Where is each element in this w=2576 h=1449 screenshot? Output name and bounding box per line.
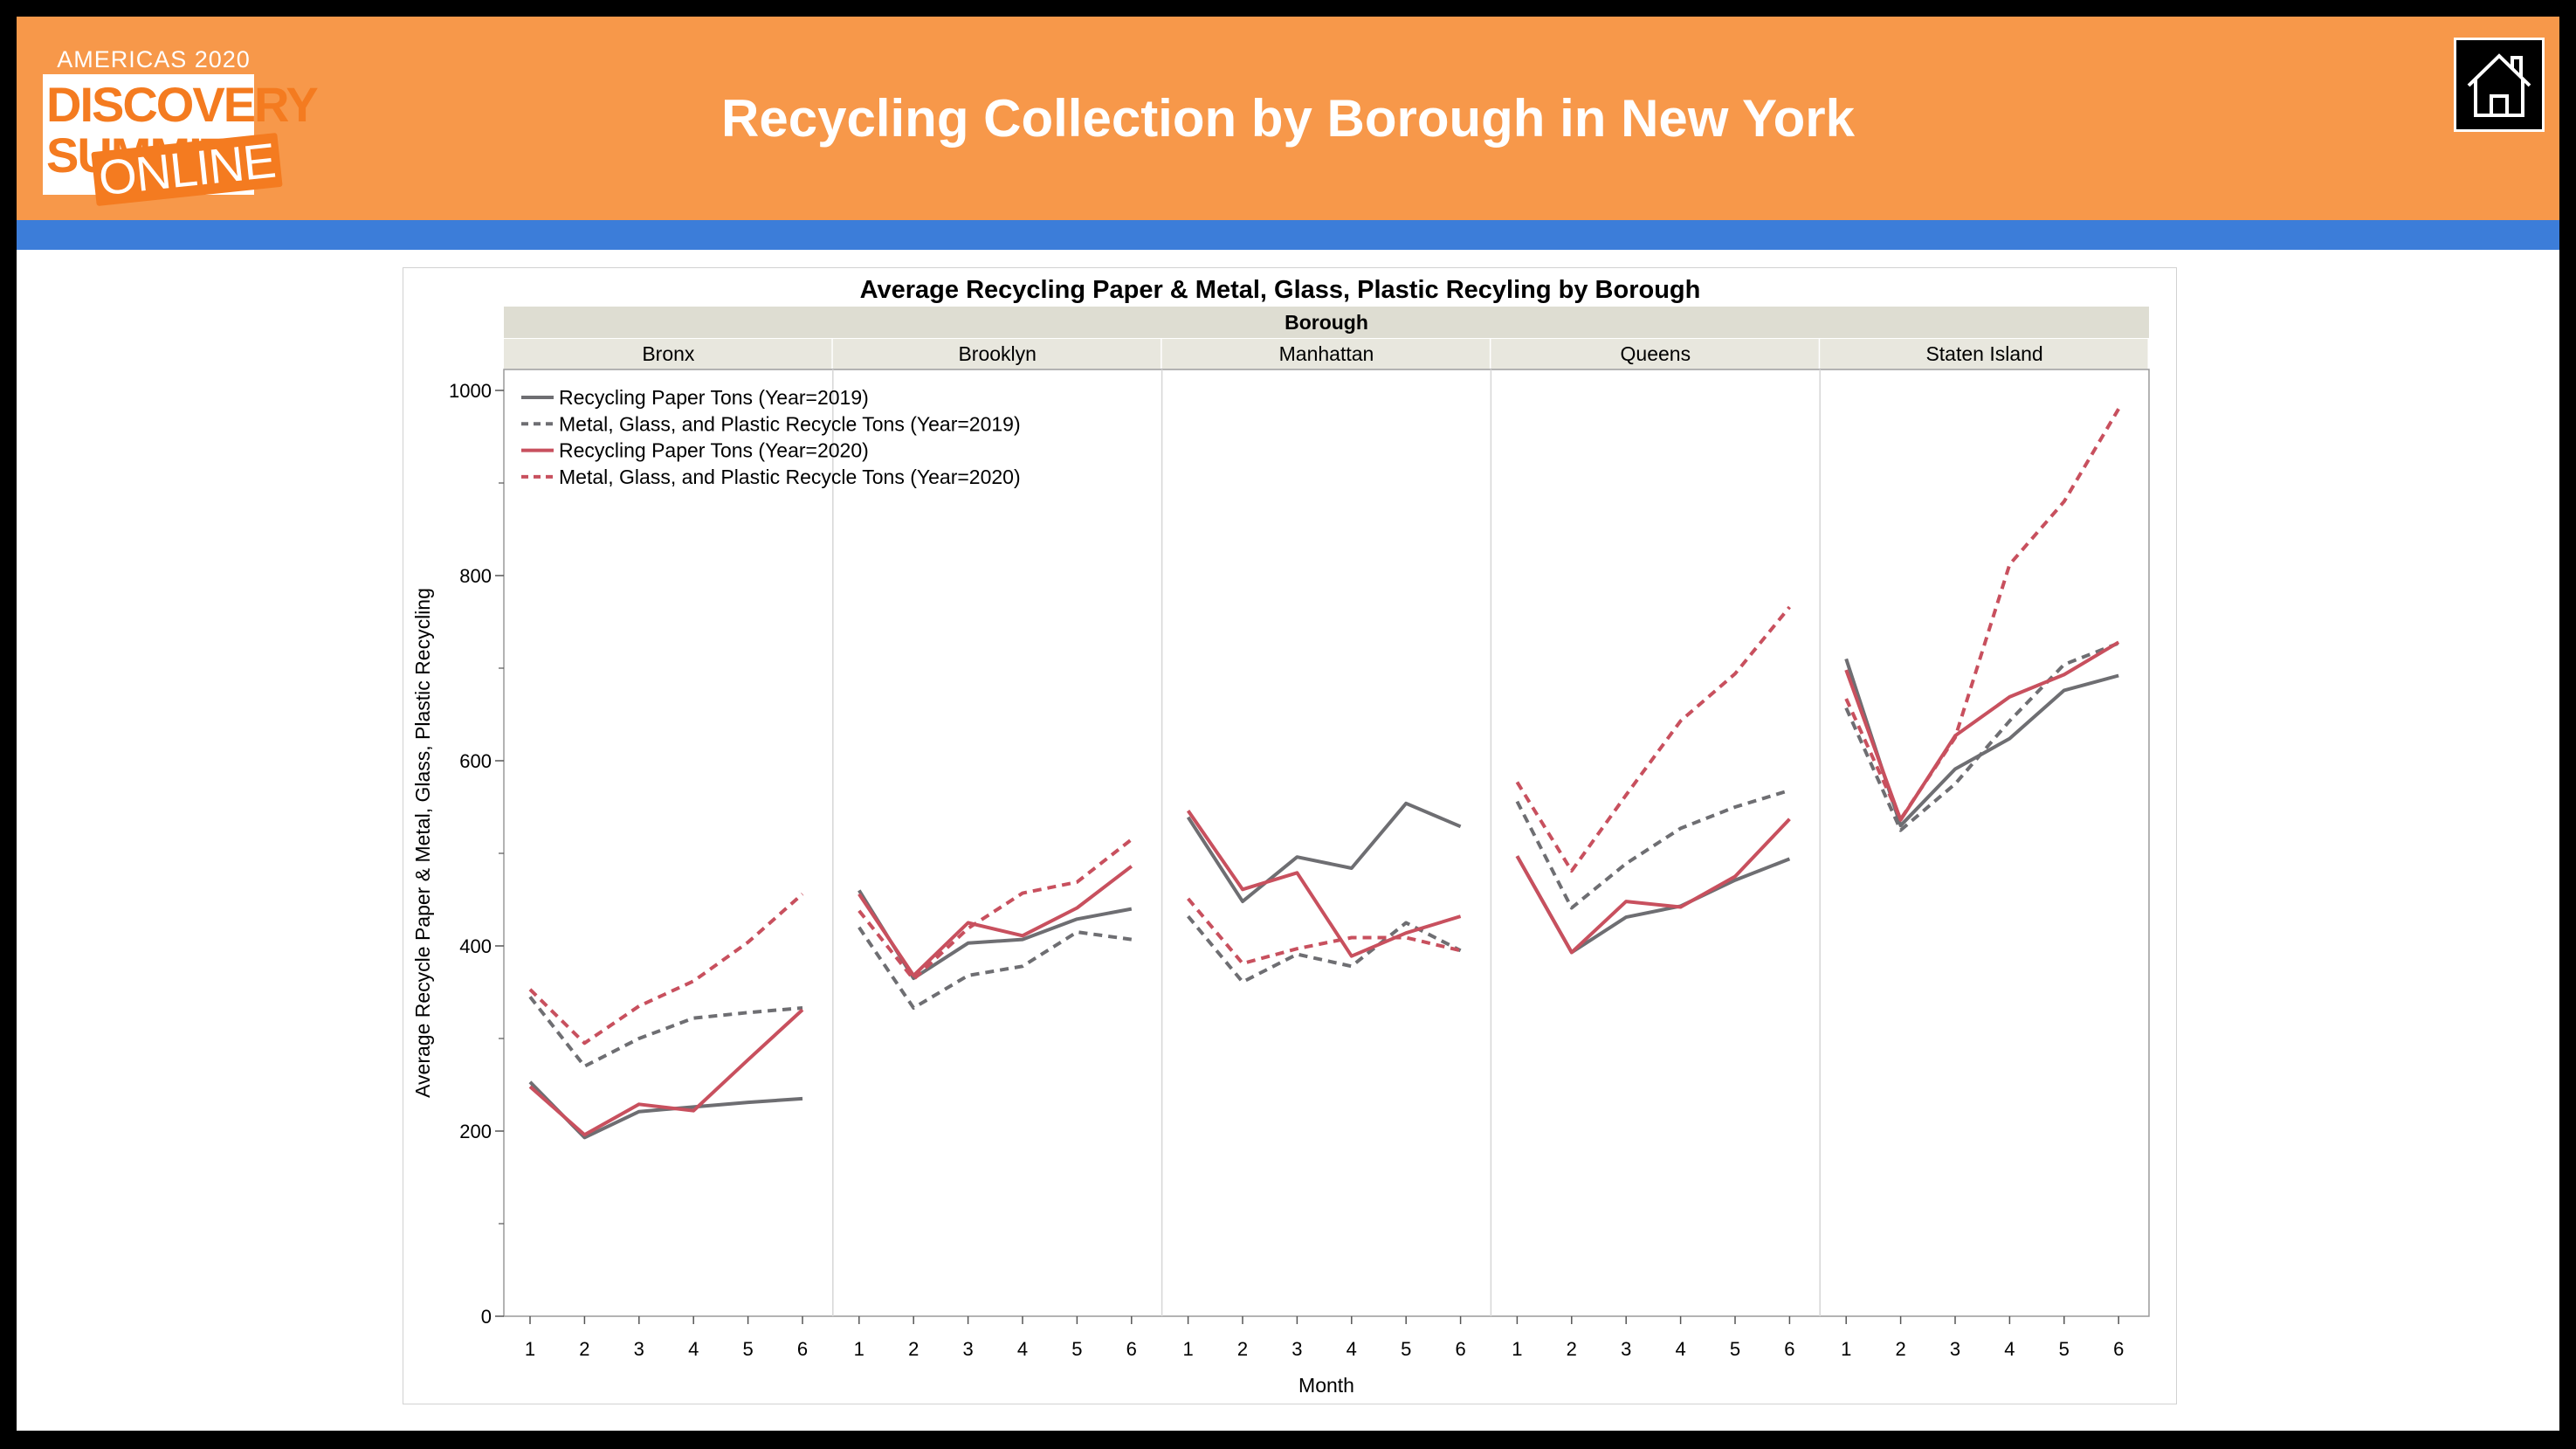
header-bar: AMERICAS 2020 DISCOVERY SUMMIT ONLINE Re… (17, 17, 2559, 220)
page-title: Recycling Collection by Borough in New Y… (721, 89, 1855, 148)
x-tick-label: 3 (962, 1338, 973, 1360)
panel-header-manhattan (1161, 339, 1490, 369)
home-button[interactable] (2454, 38, 2545, 132)
x-tick-label: 3 (1291, 1338, 1302, 1360)
x-tick-label: 5 (2059, 1338, 2070, 1360)
series-line-bronx-3 (528, 1008, 804, 1137)
panel-header-bronx (504, 339, 832, 369)
series-line-brooklyn-4 (858, 838, 1133, 982)
panel-label: Manhattan (1279, 342, 1374, 365)
y-axis-label: Average Recycle Paper & Metal, Glass, Pl… (411, 588, 434, 1098)
x-tick-label: 5 (1730, 1338, 1740, 1360)
x-tick-label: 3 (634, 1338, 644, 1360)
x-tick-label: 6 (797, 1338, 808, 1360)
x-tick-label: 6 (2113, 1338, 2124, 1360)
accent-band (17, 220, 2559, 250)
series-line-queens-4 (1515, 605, 1791, 873)
home-icon (2467, 53, 2531, 117)
chart-frame: Average Recycling Paper & Metal, Glass, … (403, 267, 2177, 1404)
series-line-staten-island-4 (1844, 408, 2120, 821)
x-tick-label: 2 (1567, 1338, 1577, 1360)
panel-header-staten-island (1820, 339, 2148, 369)
group-header (504, 307, 2149, 338)
x-tick-label: 2 (1895, 1338, 1905, 1360)
x-tick-label: 4 (2004, 1338, 2015, 1360)
slide: AMERICAS 2020 DISCOVERY SUMMIT ONLINE Re… (17, 17, 2559, 1431)
x-tick-label: 1 (854, 1338, 864, 1360)
series-line-staten-island-2 (1844, 641, 2119, 832)
y-tick-label: 400 (459, 935, 492, 957)
y-tick-label: 0 (481, 1306, 492, 1328)
x-tick-label: 1 (525, 1338, 535, 1360)
y-tick-label: 600 (459, 750, 492, 772)
x-tick-label: 1 (1182, 1338, 1193, 1360)
series-line-brooklyn-2 (858, 926, 1133, 1010)
legend-label: Recycling Paper Tons (Year=2020) (559, 439, 869, 462)
panel-label: Brooklyn (958, 342, 1036, 365)
x-tick-label: 5 (742, 1338, 753, 1360)
x-axis-label: Month (1298, 1374, 1354, 1397)
x-tick-label: 6 (1455, 1338, 1465, 1360)
chart-title: Average Recycling Paper & Metal, Glass, … (860, 276, 1701, 304)
x-tick-label: 6 (1784, 1338, 1794, 1360)
logo-line-1: DISCOVERY (46, 77, 319, 132)
x-tick-label: 1 (1841, 1338, 1851, 1360)
y-tick-label: 1000 (449, 380, 492, 402)
series-line-manhattan-2 (1187, 914, 1462, 984)
panel-header-queens (1491, 339, 1819, 369)
chart-svg: Average Recycling Paper & Metal, Glass, … (411, 276, 2150, 1397)
series-line-queens-3 (1515, 818, 1791, 955)
legend-label: Metal, Glass, and Plastic Recycle Tons (… (559, 466, 1021, 488)
series-line-bronx-2 (528, 996, 803, 1068)
x-tick-label: 4 (1017, 1338, 1028, 1360)
logo-top-line: AMERICAS 2020 (57, 46, 251, 72)
panel-label: Staten Island (1925, 342, 2042, 365)
discovery-summit-logo: AMERICAS 2020 DISCOVERY SUMMIT ONLINE (43, 29, 319, 212)
x-tick-label: 1 (1512, 1338, 1522, 1360)
x-tick-label: 5 (1071, 1338, 1082, 1360)
plot-area (503, 369, 2150, 1317)
y-tick-label: 800 (459, 565, 492, 587)
panel-header-brooklyn (832, 339, 1161, 369)
panel-label: Bronx (642, 342, 695, 365)
x-tick-label: 3 (1621, 1338, 1631, 1360)
series-line-manhattan-4 (1187, 897, 1462, 966)
x-tick-label: 5 (1401, 1338, 1411, 1360)
legend-label: Recycling Paper Tons (Year=2019) (559, 386, 869, 409)
x-tick-label: 3 (1950, 1338, 1960, 1360)
x-tick-label: 2 (1237, 1338, 1248, 1360)
legend-label: Metal, Glass, and Plastic Recycle Tons (… (559, 412, 1021, 435)
x-tick-label: 4 (1347, 1338, 1357, 1360)
series-line-manhattan-3 (1186, 810, 1462, 958)
series-line-brooklyn-3 (858, 865, 1133, 977)
series-line-bronx-4 (528, 893, 804, 1045)
x-tick-label: 2 (908, 1338, 919, 1360)
x-tick-label: 6 (1126, 1338, 1137, 1360)
panel-label: Queens (1621, 342, 1691, 365)
y-tick-label: 200 (459, 1121, 492, 1142)
group-label: Borough (1285, 311, 1368, 334)
series-line-manhattan-1 (1186, 801, 1462, 904)
x-tick-label: 4 (688, 1338, 699, 1360)
x-tick-label: 2 (579, 1338, 589, 1360)
x-tick-label: 4 (1675, 1338, 1685, 1360)
